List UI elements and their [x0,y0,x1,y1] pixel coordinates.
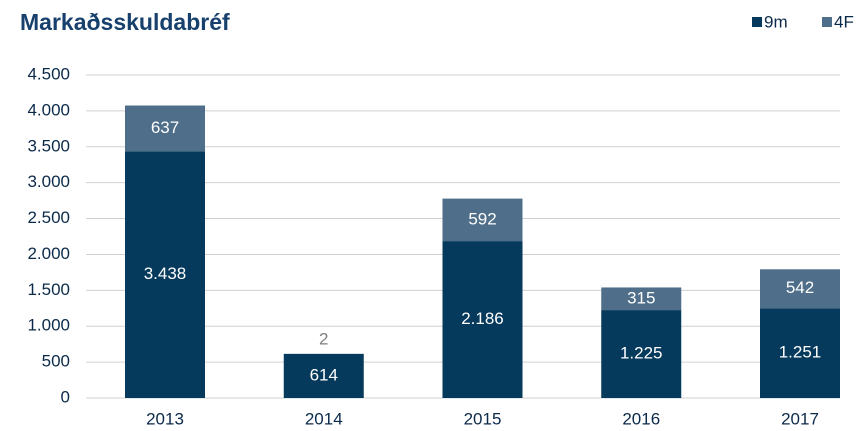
data-label: 614 [310,365,338,384]
y-tick-label: 3.000 [27,172,70,191]
x-tick-label: 2017 [781,409,819,428]
chart-title: Markaðsskuldabréf [20,9,230,35]
y-tick-label: 0 [61,387,70,406]
y-tick-label: 1.500 [27,280,70,299]
y-tick-label: 500 [42,352,70,371]
bar-segment [125,151,205,398]
legend-label: 4F [834,12,854,31]
y-tick-label: 3.500 [27,136,70,155]
legend-swatch [752,17,762,27]
y-tick-label: 1.000 [27,316,70,335]
data-label: 3.438 [144,264,187,283]
data-label: 315 [627,288,655,307]
bar-segment [442,198,523,242]
bar-segment [760,308,840,398]
legend-label: 9m [764,12,788,31]
y-tick-label: 2.500 [27,208,70,227]
y-tick-label: 4.500 [27,64,70,83]
bar-segment [601,287,682,311]
x-tick-label: 2013 [146,409,184,428]
y-tick-label: 2.000 [27,244,70,263]
x-tick-label: 2014 [305,409,343,428]
data-label: 637 [151,118,179,137]
legend-swatch [822,17,832,27]
data-label: 592 [468,209,496,228]
data-label: 2.186 [461,309,504,328]
bar-segment [601,310,682,398]
data-label: 2 [319,329,328,348]
data-label: 542 [786,278,814,297]
data-label: 1.225 [620,344,663,363]
x-tick-label: 2015 [464,409,502,428]
y-tick-label: 4.000 [27,100,70,119]
bar-segment [283,353,364,398]
data-label: 1.251 [779,343,822,362]
x-tick-label: 2016 [622,409,660,428]
bar-segment [760,269,840,309]
bar-segment [125,105,205,152]
bar-segment [442,241,523,398]
